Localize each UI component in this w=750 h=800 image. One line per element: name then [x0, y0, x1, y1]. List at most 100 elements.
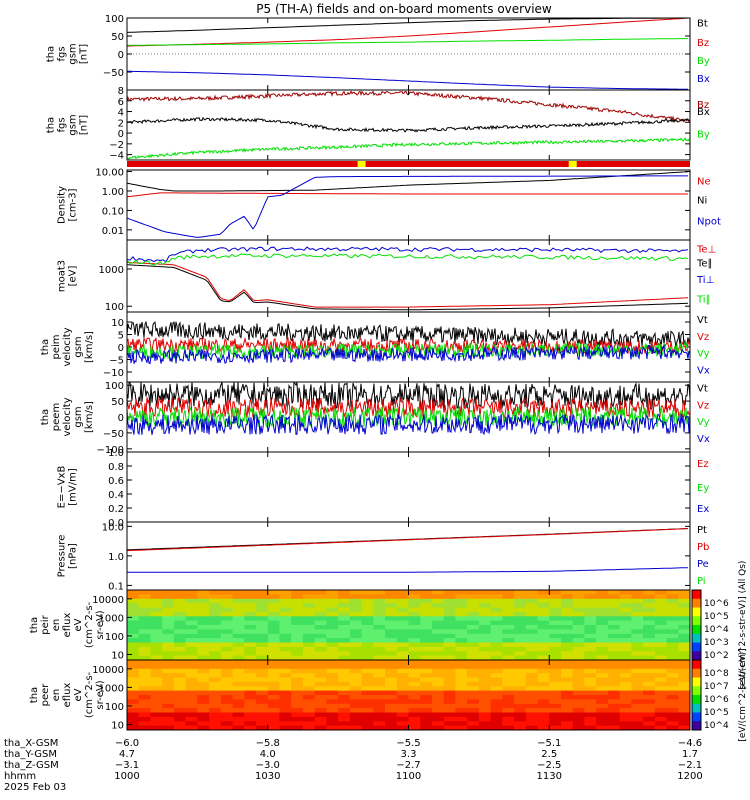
- heatmap-cell: [185, 611, 198, 617]
- legend-Bx: Bx: [697, 107, 710, 118]
- series-line-Vy: [127, 340, 690, 360]
- y-tick-label: −10: [103, 368, 124, 379]
- legend-Te∥: Te∥: [696, 258, 713, 269]
- heatmap-cell: [537, 594, 550, 600]
- heatmap-cell: [478, 721, 492, 727]
- heatmap-cell: [173, 616, 187, 622]
- heatmap-cell: [643, 638, 656, 644]
- heatmap-cell: [396, 590, 410, 595]
- heatmap-cell: [244, 712, 257, 718]
- legend-Bt: Bt: [697, 18, 708, 29]
- heatmap-cell: [408, 651, 421, 657]
- heatmap-cell: [549, 681, 562, 687]
- heatmap-cell: [244, 629, 257, 635]
- heatmap-cell: [619, 660, 632, 665]
- heatmap-cell: [338, 721, 351, 727]
- heatmap-cell: [408, 725, 421, 730]
- heatmap-cell: [314, 629, 327, 635]
- heatmap-cell: [150, 633, 163, 639]
- heatmap-cell: [478, 620, 492, 626]
- heatmap-cell: [631, 594, 644, 600]
- heatmap-cell: [220, 638, 234, 644]
- heatmap-cell: [127, 655, 140, 660]
- heatmap-cell: [267, 712, 281, 718]
- heatmap-cell: [138, 690, 151, 696]
- heatmap-cell: [361, 655, 374, 660]
- heatmap-cell: [150, 616, 163, 622]
- heatmap-cell: [197, 607, 210, 613]
- heatmap-cell: [314, 625, 327, 630]
- heatmap-cell: [162, 668, 175, 674]
- heatmap-cell: [455, 664, 468, 670]
- heatmap-cell: [607, 616, 621, 622]
- heatmap-cell: [478, 703, 492, 709]
- heatmap-cell: [455, 725, 468, 730]
- heatmap-cell: [443, 725, 456, 730]
- heatmap-cell: [267, 616, 281, 622]
- heatmap-cell: [596, 712, 609, 718]
- heatmap-cell: [185, 716, 198, 722]
- colorbar-tick-label: 10^5: [704, 612, 729, 622]
- heatmap-cell: [385, 616, 398, 622]
- heatmap-cell: [326, 594, 339, 600]
- heatmap-cell: [279, 646, 292, 652]
- heatmap-cell: [455, 699, 468, 705]
- heatmap-cell: [162, 686, 175, 692]
- heatmap-cell: [654, 664, 668, 670]
- heatmap-cell: [396, 690, 410, 696]
- heatmap-cell: [338, 598, 351, 604]
- heatmap-cell: [138, 686, 151, 692]
- heatmap-cell: [302, 699, 316, 705]
- heatmap-cell: [408, 695, 421, 700]
- heatmap-cell: [244, 607, 257, 613]
- heatmap-cell: [173, 703, 187, 709]
- heatmap-cell: [514, 721, 527, 727]
- heatmap-cell: [185, 607, 198, 613]
- y-tick-label: 10: [111, 318, 124, 329]
- heatmap-cell: [490, 703, 503, 709]
- colorbar-tick-label: 10^2: [704, 651, 729, 661]
- heatmap-cell: [525, 703, 539, 709]
- heatmap-cell: [209, 594, 222, 600]
- heatmap-cell: [502, 642, 515, 648]
- heatmap-cell: [127, 594, 140, 600]
- x-axis-value: −2.5: [537, 760, 561, 771]
- heatmap-cell: [666, 695, 679, 700]
- heatmap-cell: [267, 668, 281, 674]
- heatmap-cell: [420, 625, 433, 630]
- heatmap-cell: [561, 686, 574, 692]
- heatmap-cell: [349, 625, 363, 630]
- heatmap-cell: [443, 699, 456, 705]
- heatmap-cell: [373, 660, 386, 665]
- heatmap-cell: [666, 725, 679, 730]
- heatmap-cell: [666, 703, 679, 709]
- heatmap-cell: [232, 607, 245, 613]
- heatmap-cell: [643, 708, 656, 714]
- heatmap-cell: [267, 646, 281, 652]
- heatmap-cell: [291, 686, 304, 692]
- heatmap-cell: [185, 660, 198, 665]
- heatmap-cell: [537, 651, 550, 657]
- y-tick-label: 10000: [92, 665, 124, 676]
- heatmap-cell: [373, 668, 386, 674]
- heatmap-cell: [631, 681, 644, 687]
- heatmap-cell: [631, 620, 644, 626]
- heatmap-cell: [631, 708, 644, 714]
- heatmap-cell: [361, 603, 374, 609]
- heatmap-cell: [549, 611, 562, 617]
- heatmap-cell: [490, 594, 503, 600]
- heatmap-cell: [420, 655, 433, 660]
- y-tick-label: 6: [118, 97, 124, 108]
- heatmap-cell: [361, 651, 374, 657]
- heatmap-cell: [643, 716, 656, 722]
- heatmap-cell: [197, 625, 210, 630]
- heatmap-cell: [572, 616, 585, 622]
- heatmap-cell: [220, 690, 234, 696]
- heatmap-cell: [150, 660, 163, 665]
- heatmap-cell: [502, 660, 515, 665]
- heatmap-cell: [490, 616, 503, 622]
- heatmap-cell: [572, 703, 585, 709]
- heatmap-cell: [643, 651, 656, 657]
- heatmap-cell: [232, 716, 245, 722]
